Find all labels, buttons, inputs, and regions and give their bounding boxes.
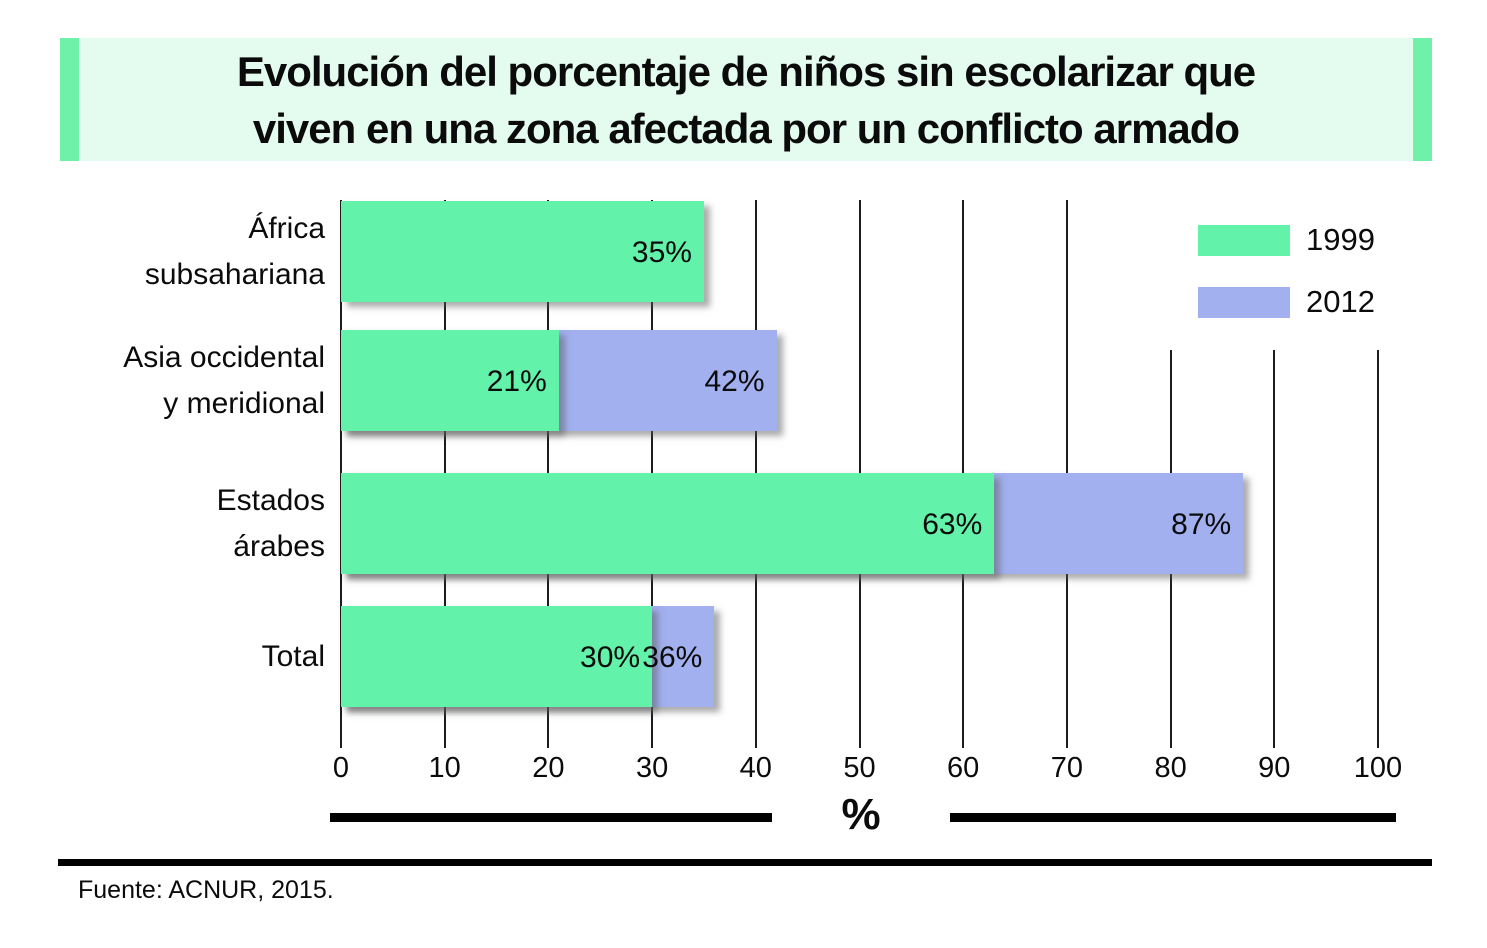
bar-value-1999-row3: 63%	[922, 507, 983, 541]
legend-swatch-2012	[1198, 286, 1290, 318]
category-label-line: y meridional	[163, 386, 325, 420]
x-tick-0: 0	[332, 752, 350, 784]
x-tick-20: 20	[532, 752, 565, 784]
axis-underline-left	[330, 813, 772, 822]
category-label-2: Asia occidental y meridional	[0, 335, 325, 427]
page-title-line1: Evolución del porcentaje de niños sin es…	[236, 47, 1256, 95]
x-tick-100: 100	[1353, 752, 1403, 784]
axis-underline-right	[950, 813, 1396, 822]
x-tick-90: 90	[1258, 752, 1291, 784]
legend-item-1999: 1999	[1198, 222, 1470, 258]
category-label-4: Total	[0, 634, 325, 680]
legend-label-1999: 1999	[1306, 222, 1375, 257]
x-tick-40: 40	[739, 752, 772, 784]
title-accent-left	[60, 38, 79, 161]
x-tick-50: 50	[843, 752, 876, 784]
bar-value-1999-row2: 21%	[486, 364, 547, 398]
footer-rule	[58, 859, 1432, 866]
x-tick-70: 70	[1050, 752, 1084, 784]
bar-1999-row3	[341, 473, 995, 574]
bar-1999-row1	[341, 201, 704, 302]
legend-label-2012: 2012	[1306, 284, 1375, 319]
title-banner: Evolución del porcentaje de niños sin es…	[60, 38, 1432, 161]
legend: 1999 2012	[1152, 192, 1470, 350]
x-tick-10: 10	[428, 752, 461, 784]
bar-value-1999-row4: 30%	[580, 640, 641, 674]
bar-value-2012-row3: 87%	[1171, 507, 1232, 541]
source-note: Fuente: ACNUR, 2015.	[78, 876, 334, 904]
x-tick-30: 30	[635, 752, 669, 784]
category-label-line: árabes	[233, 529, 325, 563]
category-label-1: África subsahariana	[0, 206, 325, 298]
category-label-line: Asia occidental	[123, 340, 325, 374]
bar-value-2012-row4: 36%	[642, 640, 703, 674]
x-axis-label: %	[841, 790, 881, 839]
x-tick-60: 60	[947, 752, 980, 784]
category-label-line: subsahariana	[144, 257, 325, 291]
gridline-100	[1377, 200, 1379, 748]
legend-swatch-1999	[1198, 224, 1290, 256]
bar-1999-row4	[341, 606, 653, 707]
category-label-line: Total	[261, 639, 325, 673]
x-tick-80: 80	[1154, 752, 1187, 784]
category-label-line: Estados	[216, 483, 325, 517]
bar-value-2012-row2: 42%	[704, 364, 765, 398]
category-label-line: África	[248, 211, 325, 245]
bar-1999-row2	[341, 330, 559, 431]
category-label-3: Estados árabes	[0, 478, 325, 570]
bar-value-1999-row1: 35%	[631, 235, 692, 269]
legend-item-2012: 2012	[1198, 284, 1470, 320]
title-accent-right	[1413, 38, 1432, 161]
page-title-line2: viven en una zona afectada por un confli…	[252, 104, 1240, 152]
gridline-90	[1273, 200, 1276, 748]
